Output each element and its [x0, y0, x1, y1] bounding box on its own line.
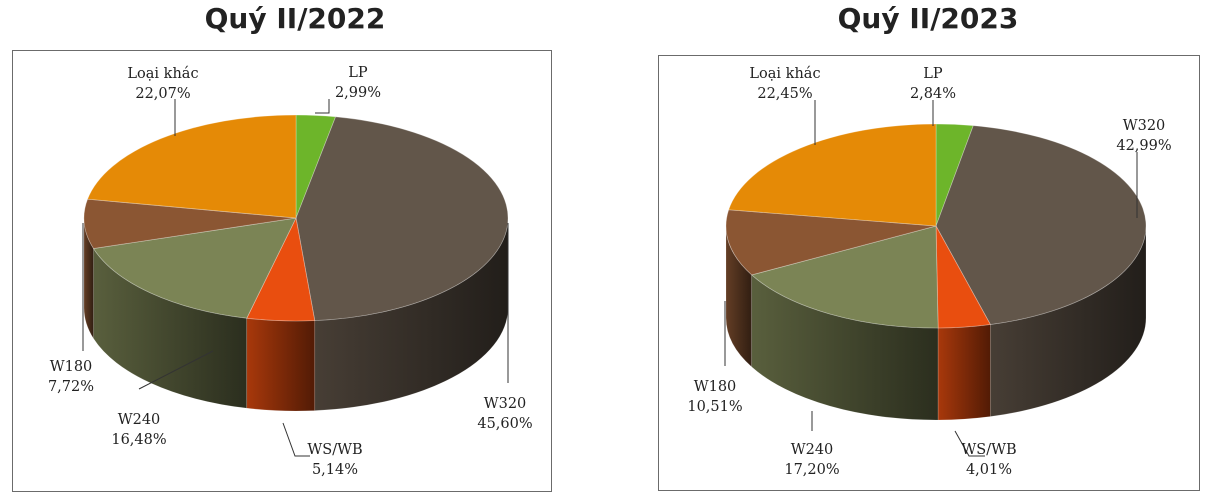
pie-sides — [725, 225, 1147, 421]
pie-side-ws-wb — [937, 324, 991, 421]
slice-value-w320: 45,60% — [477, 416, 532, 432]
slice-label-w180: W180 — [694, 379, 737, 395]
pie-chart-2022: LP 2,99% W320 45,60% WS/WB 5,14% W240 16,48% W18… — [48, 65, 533, 478]
pie-chart-2023: LP 2,84% W320 42,99% WS/WB 4,01% W240 17,20% W18… — [687, 66, 1171, 478]
pie-slice-w180 — [83, 198, 297, 249]
slice-label-w240: W240 — [118, 412, 161, 428]
slice-value-w320: 42,99% — [1116, 138, 1171, 154]
slice-value-w180: 7,72% — [48, 379, 94, 395]
pie-slice-lo-i-kh-c — [728, 123, 937, 227]
slice-value-lo-i-kh-c: 22,07% — [135, 86, 190, 102]
leader-line-w240 — [138, 350, 214, 390]
slice-label-lp: LP — [348, 65, 368, 81]
slice-value-ws-wb: 4,01% — [966, 462, 1012, 478]
slice-value-w180: 10,51% — [687, 399, 742, 415]
slice-value-lp: 2,84% — [910, 86, 956, 102]
pie-slice-w240 — [92, 217, 297, 319]
pie-side-ws-wb — [246, 317, 316, 412]
slice-label-w240: W240 — [791, 442, 834, 458]
pie-slice-ws-wb — [246, 216, 316, 322]
chart-panel-2022: LP 2,99% W320 45,60% WS/WB 5,14% W240 16,48% W18… — [12, 50, 552, 492]
pie-slice-lp — [295, 114, 337, 219]
slice-label-ws-wb: WS/WB — [961, 442, 1016, 458]
slice-label-lo-i-kh-c: Loại khác — [127, 66, 198, 82]
slice-value-ws-wb: 5,14% — [312, 462, 358, 478]
slice-value-w240: 17,20% — [784, 462, 839, 478]
leader-line-ws-wb — [954, 430, 985, 457]
pie-slice-lo-i-kh-c — [87, 114, 297, 219]
pie-top — [83, 114, 509, 322]
slice-label-w320: W320 — [484, 396, 527, 412]
slice-label-lp: LP — [923, 66, 943, 82]
chart-panel-2023: LP 2,84% W320 42,99% WS/WB 4,01% W240 17,20% W18… — [658, 55, 1200, 491]
slice-label-lo-i-kh-c: Loại khác — [749, 66, 820, 82]
chart-title-2023: Quý II/2023 — [837, 2, 1019, 35]
pie-sides — [83, 217, 509, 412]
slice-label-w180: W180 — [50, 359, 93, 375]
chart-title-2022: Quý II/2022 — [204, 2, 386, 35]
slice-label-w320: W320 — [1123, 118, 1166, 134]
leader-line-ws-wb — [282, 422, 310, 457]
pie-slice-w320 — [935, 125, 1147, 325]
slice-value-w240: 16,48% — [111, 432, 166, 448]
pie-slice-lp — [935, 123, 974, 227]
slice-value-lo-i-kh-c: 22,45% — [757, 86, 812, 102]
pie-slice-w240 — [750, 225, 939, 329]
pie-top — [725, 123, 1147, 329]
pie-labels: LP 2,84% W320 42,99% WS/WB 4,01% W240 17,20% W18… — [687, 66, 1171, 478]
slice-value-lp: 2,99% — [335, 85, 381, 101]
slice-label-ws-wb: WS/WB — [307, 442, 362, 458]
pie-slice-w180 — [725, 209, 937, 276]
pie-slice-ws-wb — [935, 225, 992, 329]
pie-labels: LP 2,99% W320 45,60% WS/WB 5,14% W240 16,48% W18… — [48, 65, 533, 478]
leader-line-lp — [315, 99, 330, 114]
